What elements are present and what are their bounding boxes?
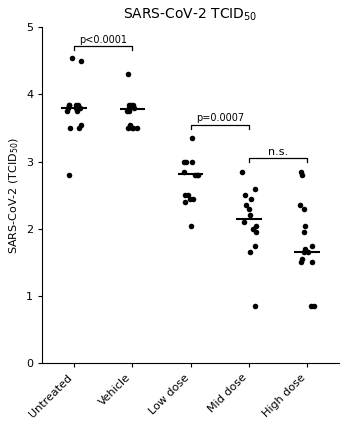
Point (193, 172, 198, 178)
Text: n.s.: n.s. (268, 147, 288, 157)
Point (298, 259, 303, 266)
Point (65, 104, 70, 111)
Point (67, 172, 72, 178)
Point (130, 125, 135, 132)
Point (127, 101, 132, 108)
Point (253, 303, 258, 310)
Point (298, 168, 303, 175)
Point (134, 125, 139, 132)
Point (243, 202, 249, 209)
Point (248, 249, 253, 256)
Point (129, 125, 135, 132)
Point (127, 108, 132, 115)
Point (66, 101, 72, 108)
Point (73, 101, 79, 108)
Point (124, 108, 130, 115)
Point (79, 121, 84, 128)
Point (185, 192, 190, 199)
Point (239, 168, 245, 175)
Point (243, 192, 248, 199)
Point (305, 249, 310, 256)
Point (128, 121, 133, 128)
Point (241, 219, 247, 225)
Point (301, 249, 307, 256)
Point (195, 172, 200, 178)
Point (188, 222, 193, 229)
Point (75, 101, 81, 108)
Point (309, 242, 315, 249)
Point (70, 54, 75, 61)
Point (301, 229, 306, 236)
Point (66, 101, 72, 108)
Title: SARS-CoV-2 TCID$_{50}$: SARS-CoV-2 TCID$_{50}$ (124, 7, 258, 23)
Point (312, 303, 317, 310)
Point (183, 158, 189, 165)
Y-axis label: SARS-CoV-2 (TCID$_{50}$): SARS-CoV-2 (TCID$_{50}$) (7, 137, 20, 253)
Point (127, 104, 132, 111)
Point (302, 246, 308, 253)
Point (252, 242, 257, 249)
Point (303, 222, 308, 229)
Point (182, 192, 187, 199)
Point (195, 172, 200, 178)
Point (181, 168, 187, 175)
Point (76, 125, 82, 132)
Point (125, 71, 130, 78)
Point (247, 212, 252, 219)
Point (75, 108, 80, 115)
Point (125, 125, 131, 132)
Point (300, 172, 305, 178)
Point (189, 135, 195, 141)
Point (246, 205, 252, 212)
Text: p<0.0001: p<0.0001 (79, 35, 127, 45)
Point (78, 58, 84, 64)
Point (187, 195, 192, 202)
Point (299, 256, 304, 262)
Point (77, 104, 83, 111)
Point (248, 195, 254, 202)
Point (250, 225, 256, 232)
Point (73, 104, 79, 111)
Point (308, 303, 314, 310)
Point (298, 202, 303, 209)
Point (253, 222, 259, 229)
Point (252, 185, 258, 192)
Point (64, 108, 70, 115)
Text: p=0.0007: p=0.0007 (196, 113, 244, 124)
Point (181, 158, 186, 165)
Point (309, 259, 315, 266)
Point (191, 195, 196, 202)
Point (129, 101, 134, 108)
Point (131, 104, 137, 111)
Point (67, 125, 73, 132)
Point (190, 158, 195, 165)
Point (182, 199, 188, 205)
Point (130, 101, 136, 108)
Point (302, 205, 307, 212)
Point (253, 229, 258, 236)
